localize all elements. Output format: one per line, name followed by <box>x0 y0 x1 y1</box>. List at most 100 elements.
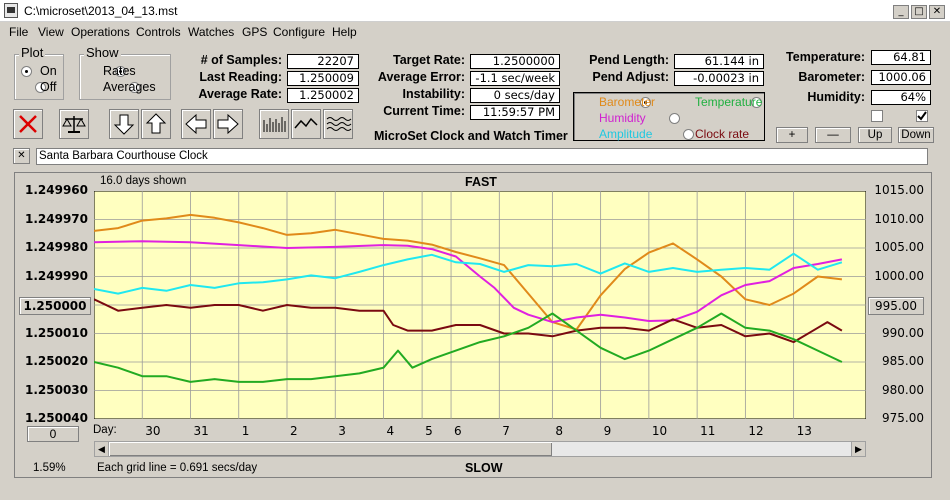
average-rate-value: 1.250002 <box>287 88 359 103</box>
window-title: C:\microset\2013_04_13.mst <box>24 4 178 18</box>
current-time-value: 11:59:57 PM <box>470 105 560 120</box>
day-tick-label: 4 <box>386 424 395 438</box>
arrow-left-button[interactable] <box>181 109 211 139</box>
arrow-down-button[interactable] <box>109 109 139 139</box>
left-reset-button[interactable]: 1.250000 <box>19 297 91 315</box>
stop-button[interactable] <box>13 109 43 139</box>
left-tick-label: 1.249970 <box>24 211 88 226</box>
pend-adjust-label: Pend Adjust: <box>592 70 669 84</box>
show-averages-label: Averages <box>103 80 156 94</box>
amplitude-radio[interactable] <box>683 129 695 140</box>
barometer-value: 1000.06 <box>871 70 931 85</box>
average-error-value: -1.1 sec/week <box>470 71 560 86</box>
left-tick-label: 1.250010 <box>24 325 88 340</box>
day-tick-label: 7 <box>502 424 510 438</box>
pend-adjust-value: -0.00023 in <box>674 71 764 86</box>
left-tick-label: 1.249980 <box>24 240 88 254</box>
line-view-button[interactable] <box>291 109 321 139</box>
average-error-label: Average Error: <box>377 70 465 84</box>
humidity-value: 64% <box>871 90 931 105</box>
bars-view-button[interactable] <box>259 109 289 139</box>
bar-graph-icon <box>263 117 286 132</box>
series-line-barometer <box>94 213 843 331</box>
menu-view[interactable]: View <box>38 25 64 39</box>
show-averages-radio[interactable] <box>129 82 141 93</box>
temperature-value: 64.81 <box>871 50 931 65</box>
humidity-label: Humidity: <box>807 90 865 104</box>
show-group <box>79 54 171 100</box>
left-tick-label: 1.249960 <box>24 183 88 197</box>
right-tick-label: 975.00 <box>882 411 924 425</box>
scale-down-button[interactable]: Down <box>898 127 934 143</box>
close-window-button[interactable]: ✕ <box>929 5 945 19</box>
days-shown-label: 16.0 days shown <box>100 175 187 187</box>
grid-note: Each grid line = 0.691 secs/day <box>97 462 258 474</box>
menu-controls[interactable]: Controls <box>136 25 181 39</box>
scale-minus-button[interactable]: — <box>815 127 851 143</box>
left-tick-label: 1.249990 <box>24 268 88 283</box>
sensor-checkbox-1[interactable] <box>871 110 883 122</box>
temperature-label: Temperature: <box>786 50 865 64</box>
maximize-button[interactable]: □ <box>911 5 927 19</box>
barometer-radio[interactable] <box>640 97 652 108</box>
day-tick-label: 31 <box>193 424 209 438</box>
fast-label: FAST <box>465 175 497 189</box>
menu-gps[interactable]: GPS <box>242 25 268 39</box>
day-tick-label: 9 <box>603 424 612 438</box>
day-tick-label: 2 <box>290 424 298 438</box>
arrow-right-button[interactable] <box>213 109 243 139</box>
humidity-option-label: Humidity <box>599 111 646 125</box>
app-caption: MicroSet Clock and Watch Timer <box>374 129 568 143</box>
title-bar: C:\microset\2013_04_13.mst _ □ ✕ <box>0 0 950 22</box>
menu-configure[interactable]: Configure <box>273 25 326 39</box>
humidity-radio[interactable] <box>669 113 681 124</box>
scroll-left-arrow-icon[interactable]: ◀ <box>95 442 109 456</box>
plot-off-radio[interactable] <box>35 82 47 93</box>
clock-rate-option-label: Clock rate <box>695 127 750 141</box>
left-tick-label: 1.250030 <box>24 382 88 397</box>
line-graph-icon <box>294 117 318 129</box>
minimize-button[interactable]: _ <box>893 5 909 19</box>
samples-value: 22207 <box>287 54 359 69</box>
right-tick-label: 1005.00 <box>874 240 924 254</box>
menu-operations[interactable]: Operations <box>71 25 130 39</box>
plot-area <box>94 191 866 419</box>
arrow-up-icon <box>145 113 167 134</box>
horizontal-scrollbar[interactable]: ◀ ▶ <box>94 441 866 457</box>
scrollbar-thumb[interactable] <box>109 442 552 456</box>
day-tick-label: 3 <box>338 424 346 438</box>
day-tick-label: 11 <box>700 424 716 438</box>
menu-watches[interactable]: Watches <box>188 25 235 39</box>
day-tick-label: 30 <box>145 424 161 438</box>
clear-clock-name-button[interactable]: ✕ <box>13 148 30 164</box>
scale-up-button[interactable]: Up <box>858 127 892 143</box>
arrow-up-button[interactable] <box>141 109 171 139</box>
pend-length-label: Pend Length: <box>589 53 669 67</box>
balance-button[interactable] <box>59 109 89 139</box>
wave-view-button[interactable] <box>323 109 353 139</box>
waves-icon <box>326 117 352 131</box>
right-reset-button[interactable]: 995.00 <box>868 297 924 315</box>
amplitude-option-label: Amplitude <box>599 127 653 141</box>
plot-on-radio[interactable] <box>21 66 32 77</box>
barometer-label: Barometer: <box>798 70 865 84</box>
scale-plus-button[interactable]: + <box>776 127 808 143</box>
bottom-offset-button[interactable]: 0 <box>27 426 79 442</box>
right-tick-label: 1015.00 <box>874 183 924 197</box>
temperature-option-label: Temperature <box>695 95 763 109</box>
show-rates-radio[interactable] <box>114 66 126 77</box>
plot-off-label: Off <box>40 80 57 94</box>
app-icon <box>4 3 18 18</box>
right-tick-label: 985.00 <box>882 354 924 368</box>
close-icon <box>19 115 37 133</box>
slow-label: SLOW <box>465 461 503 475</box>
left-tick-label: 1.250020 <box>24 354 88 368</box>
day-axis-label: Day: <box>93 424 117 436</box>
sensor-checkbox-2[interactable] <box>916 110 928 122</box>
clock-name-input[interactable]: Santa Barbara Courthouse Clock <box>36 148 928 165</box>
day-tick-label: 13 <box>796 424 812 438</box>
temperature-radio[interactable] <box>750 97 762 108</box>
scroll-right-arrow-icon[interactable]: ▶ <box>851 442 865 456</box>
menu-file[interactable]: File <box>9 25 29 39</box>
menu-help[interactable]: Help <box>332 25 357 39</box>
